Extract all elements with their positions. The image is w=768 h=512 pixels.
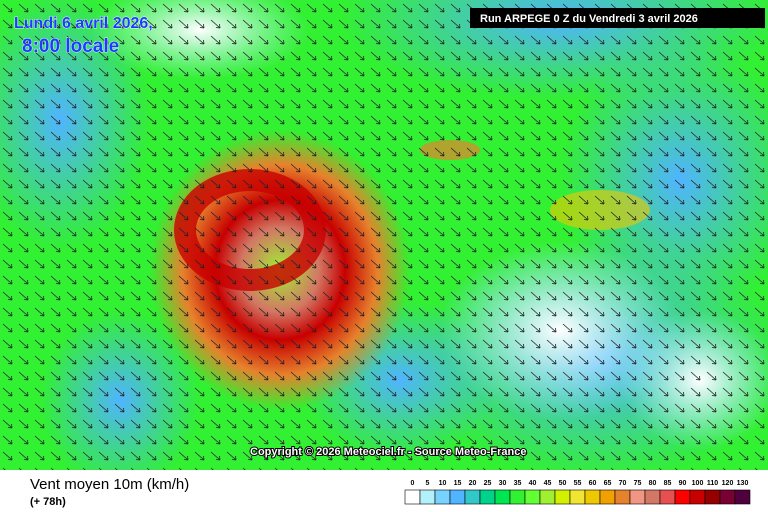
scale-label: 45 bbox=[544, 480, 552, 487]
scale-label: 70 bbox=[619, 480, 627, 487]
scale-swatch bbox=[404, 489, 421, 505]
scale-swatch bbox=[434, 489, 451, 505]
scale-label: 20 bbox=[469, 480, 477, 487]
scale-label: 80 bbox=[649, 480, 657, 487]
scale-label: 60 bbox=[589, 480, 597, 487]
scale-swatch bbox=[449, 489, 466, 505]
color-scale: 0 5 10 15 20 25 30 35 40 45 50 55 60 65 70 75 80 85 90 100 1… bbox=[404, 480, 751, 505]
scale-label: 35 bbox=[514, 480, 522, 487]
scale-label: 15 bbox=[454, 480, 462, 487]
scale-swatch bbox=[659, 489, 676, 505]
scale-swatch bbox=[524, 489, 541, 505]
footer-title: Vent moyen 10m (km/h) bbox=[30, 476, 189, 493]
scale-swatch bbox=[539, 489, 556, 505]
scale-swatch bbox=[599, 489, 616, 505]
scale-swatch bbox=[509, 489, 526, 505]
scale-swatch bbox=[674, 489, 691, 505]
forecast-time: 8:00 locale bbox=[22, 36, 119, 57]
lead-time: (+ 78h) bbox=[30, 496, 66, 508]
scale-swatch bbox=[734, 489, 751, 505]
scale-label: 120 bbox=[722, 480, 734, 487]
scale-label: 5 bbox=[426, 480, 430, 487]
copyright: Copyright © 2026 Meteociel.fr - Source M… bbox=[250, 446, 526, 458]
scale-label: 85 bbox=[664, 480, 672, 487]
scale-swatch bbox=[479, 489, 496, 505]
scale-swatch bbox=[704, 489, 721, 505]
scale-swatch bbox=[554, 489, 571, 505]
scale-label: 55 bbox=[574, 480, 582, 487]
scale-label: 100 bbox=[692, 480, 704, 487]
scale-swatch bbox=[464, 489, 481, 505]
scale-label: 110 bbox=[707, 480, 718, 487]
scale-label: 90 bbox=[679, 480, 687, 487]
scale-swatch bbox=[689, 489, 706, 505]
scale-swatch bbox=[644, 489, 661, 505]
scale-swatch bbox=[719, 489, 736, 505]
scale-label: 65 bbox=[604, 480, 612, 487]
scale-label: 30 bbox=[499, 480, 507, 487]
scale-swatch bbox=[419, 489, 436, 505]
scale-label: 10 bbox=[439, 480, 447, 487]
scale-label: 0 bbox=[411, 480, 415, 487]
forecast-date: Lundi 6 avril 2026, bbox=[14, 15, 153, 32]
scale-label: 25 bbox=[484, 480, 492, 487]
scale-label: 50 bbox=[559, 480, 567, 487]
run-info: Run ARPEGE 0 Z du Vendredi 3 avril 2026 bbox=[480, 13, 698, 25]
scale-swatch bbox=[629, 489, 646, 505]
scale-label: 75 bbox=[634, 480, 642, 487]
map-field bbox=[0, 0, 768, 490]
scale-swatch bbox=[584, 489, 601, 505]
run-banner bbox=[470, 8, 765, 28]
scale-label: 40 bbox=[529, 480, 537, 487]
scale-swatch bbox=[569, 489, 586, 505]
scale-swatch bbox=[614, 489, 631, 505]
scale-label: 130 bbox=[737, 480, 749, 487]
scale-swatch bbox=[494, 489, 511, 505]
